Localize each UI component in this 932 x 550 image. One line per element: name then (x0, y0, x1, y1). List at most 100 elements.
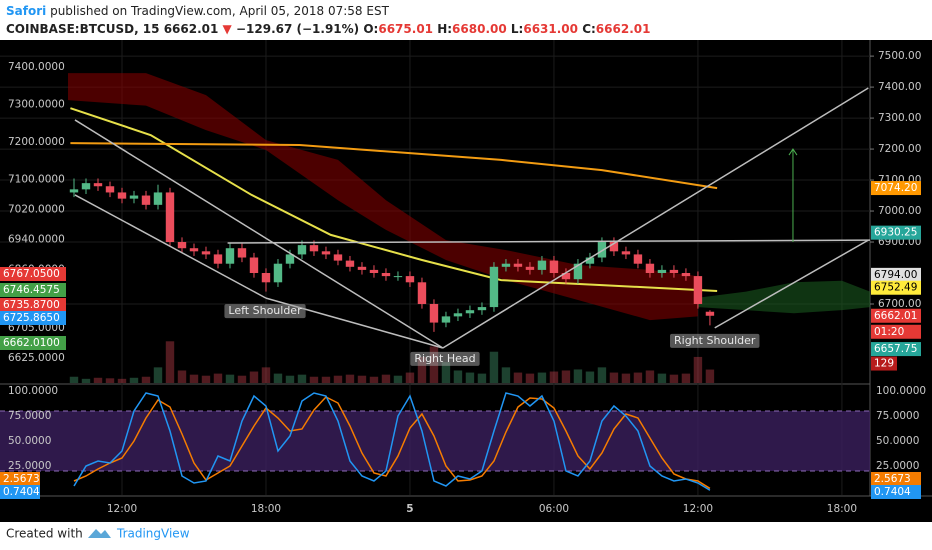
candle-body (321, 251, 331, 255)
volume-bar (417, 356, 427, 383)
candle-body (237, 248, 247, 258)
volume-bar (393, 375, 403, 383)
volume-bar (693, 356, 703, 383)
volume-bar (657, 373, 667, 383)
l-label: L: (511, 22, 523, 36)
trend-line (74, 119, 444, 349)
right-badge-bg (871, 225, 921, 240)
volume-bar (525, 373, 535, 383)
volume-bar (669, 374, 679, 383)
y-tick-label: 7200.00 (878, 143, 921, 155)
volume-badge-bg (871, 356, 897, 371)
y-tick-label: 7000.00 (878, 205, 921, 217)
candle-body (273, 263, 283, 283)
x-tick-label: 12:00 (683, 503, 713, 515)
volume-bar (537, 372, 547, 383)
stoch-line (73, 392, 711, 491)
right-badge-bg (871, 267, 921, 282)
volume-bar (489, 351, 499, 383)
right-badge: 6752.49 (874, 282, 917, 294)
candle-body (69, 189, 79, 193)
volume-bar (273, 373, 283, 383)
candle-body (165, 192, 175, 243)
stoch-tick-label: 100.0000 (8, 385, 58, 397)
header-bg (0, 0, 932, 40)
candle-body (369, 269, 379, 274)
y2-tick-label: 7300.0000 (8, 99, 65, 111)
volume-bar (213, 373, 223, 383)
candle-body (453, 313, 463, 317)
volume-bar (129, 377, 139, 383)
volume-bar (513, 372, 523, 383)
volume-bar (501, 367, 511, 383)
candle-body (213, 254, 223, 264)
volume-bar (705, 369, 715, 383)
volume-bar (465, 372, 475, 383)
stoch-tick-label: 50.0000 (876, 435, 919, 447)
left-badge: 6725.8650 (3, 312, 60, 324)
trend-line (74, 194, 267, 299)
y-tick-label: 7400.00 (878, 81, 921, 93)
left-badge-bg (0, 283, 66, 297)
candle-body (537, 260, 547, 270)
volume-bar (369, 376, 379, 383)
volume-bar (477, 373, 487, 383)
candle-body (333, 254, 343, 261)
y2-tick-label: 7100.0000 (8, 174, 65, 186)
volume-bar (405, 372, 415, 383)
stoch-tick-label: 75.0000 (8, 410, 51, 422)
arrow-head (788, 148, 798, 156)
annotation-box (670, 333, 760, 348)
volume-bar (321, 376, 331, 383)
candle-body (657, 269, 667, 274)
candle-body (249, 257, 259, 274)
footer-text: Created with (6, 527, 83, 541)
candle-body (573, 263, 583, 280)
right-badge: 6657.75 (874, 343, 917, 355)
candle-body (81, 183, 91, 190)
candle-body (225, 248, 235, 264)
candle-body (117, 192, 127, 199)
candle-body (105, 186, 115, 193)
h-value: 6680.00 (452, 22, 507, 36)
x-tick-label: 18:00 (251, 503, 281, 515)
stoch-badge-left: 0.7404 (3, 486, 40, 498)
candle-body (297, 245, 307, 255)
volume-bar (141, 376, 151, 383)
candle-body (525, 266, 535, 270)
countdown-bg (871, 324, 921, 339)
volume-bar (561, 370, 571, 383)
candle-body (597, 242, 607, 258)
footer-brand[interactable]: TradingView (116, 527, 190, 541)
volume-bar (297, 374, 307, 383)
countdown: 01:20 (874, 326, 904, 338)
candle-body (549, 260, 559, 274)
candle-body (405, 276, 415, 283)
header-line2: COINBASE:BTCUSD, 15 6662.01 ▼ −129.67 (−… (6, 22, 650, 36)
candle-body (489, 266, 499, 308)
candle-body (513, 263, 523, 267)
x-tick-label: 18:00 (827, 503, 857, 515)
stoch-tick-label: 100.0000 (876, 385, 926, 397)
annotation: Right Head (414, 352, 475, 365)
stoch-badge-left-bg (0, 472, 40, 486)
candle-body (381, 273, 391, 277)
symbol: COINBASE:BTCUSD, 15 (6, 22, 160, 36)
candle-body (609, 242, 619, 252)
volume-bar (441, 362, 451, 383)
y2-tick-label: 7200.0000 (8, 136, 65, 148)
arrow: ▼ (223, 22, 233, 36)
x-tick-label: 12:00 (107, 503, 137, 515)
stoch-badge-left: 2.5673 (3, 473, 40, 485)
candle-body (177, 242, 187, 249)
volume-bar (309, 376, 319, 383)
volume-bar (633, 372, 643, 383)
stoch-tick-label: 75.0000 (876, 410, 919, 422)
author[interactable]: Safori (6, 4, 46, 18)
volume-bar (189, 374, 199, 383)
left-badge: 6767.0500 (3, 268, 60, 280)
right-badge: 6794.00 (874, 269, 917, 281)
candle-body (633, 254, 643, 264)
candle-body (477, 307, 487, 311)
